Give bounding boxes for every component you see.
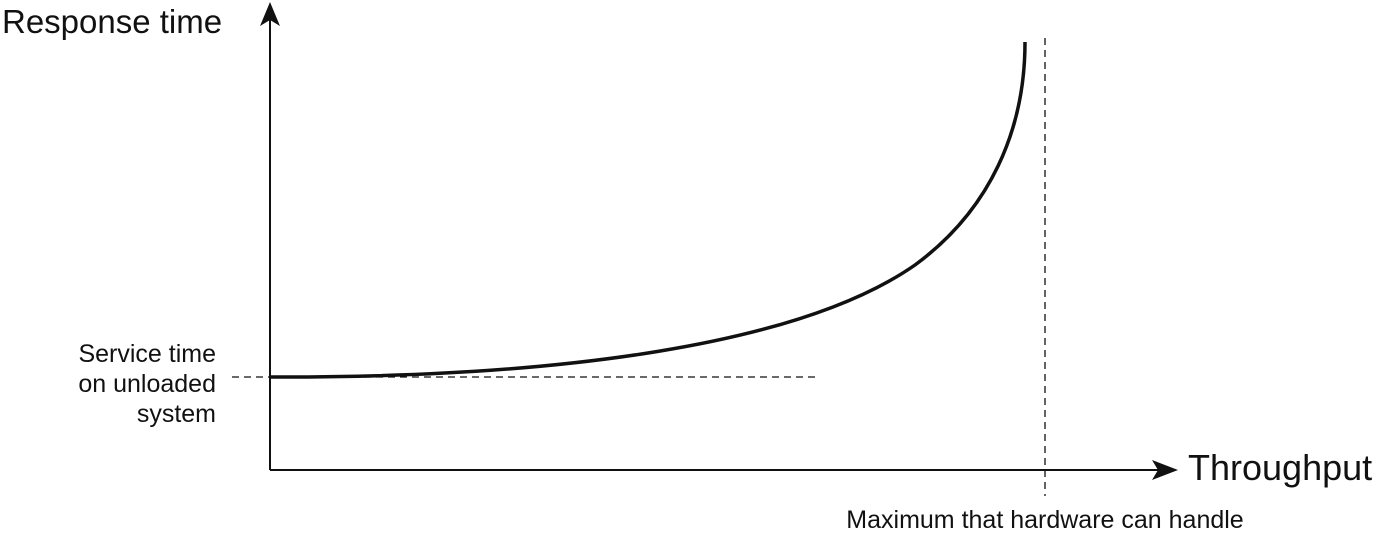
service-time-label: on unloaded xyxy=(78,370,216,398)
response-curve xyxy=(269,41,1027,379)
service-time-label: system xyxy=(137,400,216,428)
x-arrow xyxy=(1152,460,1178,480)
y-arrow xyxy=(260,2,280,26)
maximum-label: Maximum that hardware can handle xyxy=(846,506,1243,534)
y-axis-label: Response time xyxy=(2,3,222,40)
service-time-label: Service time xyxy=(78,340,216,368)
x-axis-label: Throughput xyxy=(1188,447,1372,488)
